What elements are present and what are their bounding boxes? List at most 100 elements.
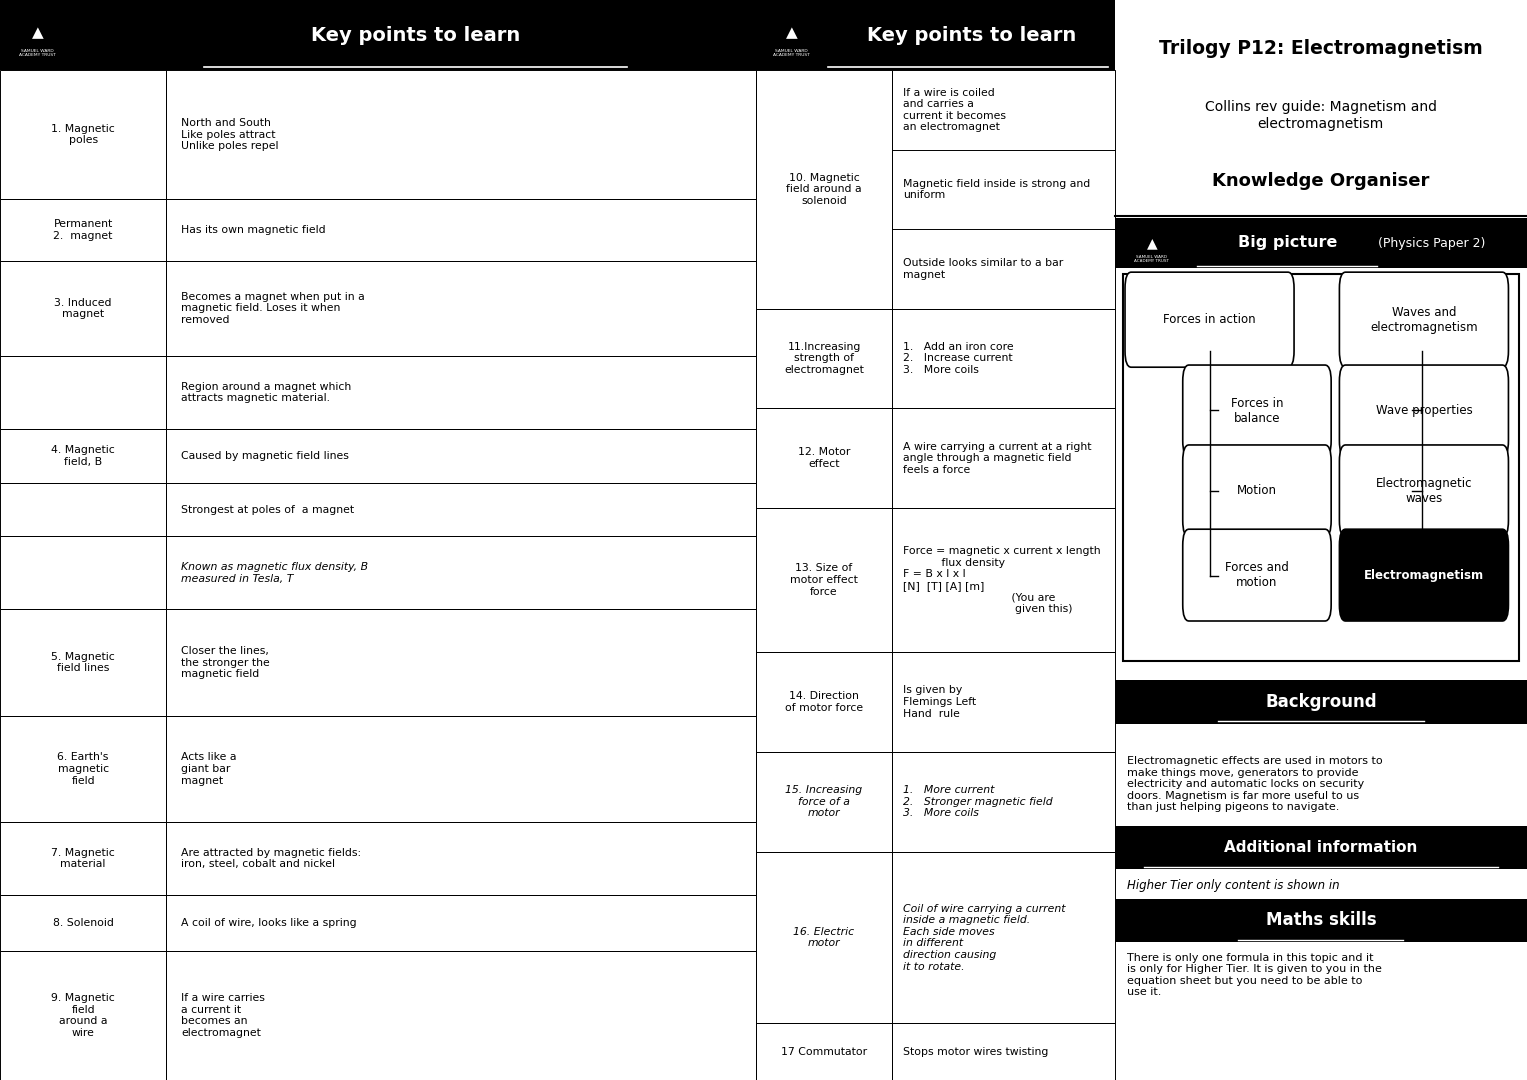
Bar	[0, 260, 166, 356]
Text: (Physics Paper 2): (Physics Paper 2)	[1379, 237, 1486, 249]
Text: Knowledge Organiser: Knowledge Organiser	[1212, 173, 1429, 190]
Text: Are attracted by magnetic fields:
iron, steel, cobalt and nickel: Are attracted by magnetic fields: iron, …	[182, 848, 362, 869]
Bar	[0, 895, 166, 951]
Text: 1.   More current
2.   Stronger magnetic field
3.   More coils: 1. More current 2. Stronger magnetic fie…	[902, 785, 1052, 819]
FancyBboxPatch shape	[1183, 365, 1332, 457]
Text: 9. Magnetic
field
around a
wire: 9. Magnetic field around a wire	[52, 994, 115, 1038]
Text: Region around a magnet which
attracts magnetic material.: Region around a magnet which attracts ma…	[182, 381, 351, 403]
Text: Wave properties: Wave properties	[1376, 404, 1472, 418]
Text: Maths skills: Maths skills	[1266, 912, 1376, 929]
Bar	[166, 895, 756, 951]
Bar	[1115, 680, 1527, 724]
Text: 10. Magnetic
field around a
solenoid: 10. Magnetic field around a solenoid	[786, 173, 861, 206]
Text: Stops motor wires twisting: Stops motor wires twisting	[902, 1047, 1049, 1056]
Text: Forces in
balance: Forces in balance	[1231, 397, 1283, 424]
Bar	[166, 609, 756, 716]
Bar	[756, 652, 892, 752]
Bar	[166, 483, 756, 537]
Text: Waves and
electromagnetism: Waves and electromagnetism	[1370, 306, 1478, 334]
Bar	[0, 609, 166, 716]
Text: 5. Magnetic
field lines: 5. Magnetic field lines	[52, 651, 115, 673]
Bar	[0, 537, 166, 609]
Bar	[756, 752, 892, 852]
Text: Becomes a magnet when put in a
magnetic field. Loses it when
removed: Becomes a magnet when put in a magnetic …	[182, 292, 365, 325]
Text: 1.   Add an iron core
2.   Increase current
3.   More coils: 1. Add an iron core 2. Increase current …	[902, 341, 1014, 375]
Text: Higher Tier only content is shown in: Higher Tier only content is shown in	[1127, 879, 1339, 892]
Text: Force = magnetic x current x length
           flux density
F = B x l x l
[N]  [: Force = magnetic x current x length flux…	[902, 546, 1101, 615]
Text: Motion: Motion	[1237, 484, 1277, 498]
Text: SAMUEL WARD
ACADEMY TRUST: SAMUEL WARD ACADEMY TRUST	[20, 49, 56, 57]
Text: If a wire carries
a current it
becomes an
electromagnet: If a wire carries a current it becomes a…	[182, 994, 266, 1038]
FancyBboxPatch shape	[1339, 365, 1509, 457]
Text: 8. Solenoid: 8. Solenoid	[53, 918, 113, 928]
Bar	[166, 260, 756, 356]
Text: Permanent
2.  magnet: Permanent 2. magnet	[53, 219, 113, 241]
Text: 16. Electric
motor: 16. Electric motor	[794, 927, 855, 948]
Text: Forces in action: Forces in action	[1164, 313, 1255, 326]
Text: 1. Magnetic
poles: 1. Magnetic poles	[52, 124, 115, 146]
Bar	[0, 951, 166, 1080]
FancyBboxPatch shape	[1183, 445, 1332, 537]
Text: Background: Background	[1264, 693, 1377, 711]
Text: SAMUEL WARD
ACADEMY TRUST: SAMUEL WARD ACADEMY TRUST	[773, 49, 811, 57]
Text: Known as magnetic flux density, B
measured in Tesla, T: Known as magnetic flux density, B measur…	[182, 562, 368, 583]
Bar	[166, 537, 756, 609]
Bar	[166, 199, 756, 260]
Bar	[756, 508, 892, 652]
Bar	[1115, 826, 1527, 869]
Bar	[756, 0, 1115, 70]
Text: Key points to learn: Key points to learn	[866, 26, 1077, 45]
Text: Closer the lines,
the stronger the
magnetic field: Closer the lines, the stronger the magne…	[182, 646, 270, 679]
Text: Trilogy P12: Electromagnetism: Trilogy P12: Electromagnetism	[1159, 39, 1483, 58]
Text: Forces and
motion: Forces and motion	[1225, 562, 1289, 589]
FancyBboxPatch shape	[1339, 272, 1509, 367]
Bar	[166, 822, 756, 895]
Text: Acts like a
giant bar
magnet: Acts like a giant bar magnet	[182, 753, 237, 785]
Bar	[1122, 274, 1519, 661]
Bar	[166, 716, 756, 822]
Text: A coil of wire, looks like a spring: A coil of wire, looks like a spring	[182, 918, 357, 928]
Text: There is only one formula in this topic and it
is only for Higher Tier. It is gi: There is only one formula in this topic …	[1127, 953, 1382, 997]
Text: Is given by
Flemings Left
Hand  rule: Is given by Flemings Left Hand rule	[902, 686, 976, 718]
Text: Collins rev guide: Magnetism and
electromagnetism: Collins rev guide: Magnetism and electro…	[1205, 100, 1437, 131]
Text: 17 Commutator: 17 Commutator	[780, 1047, 867, 1056]
Text: Strongest at poles of  a magnet: Strongest at poles of a magnet	[182, 504, 354, 514]
Text: 7. Magnetic
material: 7. Magnetic material	[52, 848, 115, 869]
Text: 14. Direction
of motor force: 14. Direction of motor force	[785, 691, 863, 713]
Bar	[892, 309, 1115, 408]
Bar	[0, 429, 166, 483]
Bar	[756, 309, 892, 408]
Bar	[166, 356, 756, 429]
Text: SAMUEL WARD
ACADEMY TRUST: SAMUEL WARD ACADEMY TRUST	[1135, 255, 1170, 264]
Text: Electromagnetic effects are used in motors to
make things move, generators to pr: Electromagnetic effects are used in moto…	[1127, 756, 1383, 812]
FancyBboxPatch shape	[1339, 529, 1509, 621]
Text: A wire carrying a current at a right
angle through a magnetic field
feels a forc: A wire carrying a current at a right ang…	[902, 442, 1092, 475]
Text: ▲: ▲	[1147, 237, 1157, 249]
Bar	[756, 70, 892, 309]
Bar	[756, 852, 892, 1024]
Text: 11.Increasing
strength of
electromagnet: 11.Increasing strength of electromagnet	[783, 341, 864, 375]
Text: Electromagnetic
waves: Electromagnetic waves	[1376, 477, 1472, 504]
Text: Outside looks similar to a bar
magnet: Outside looks similar to a bar magnet	[902, 258, 1063, 280]
Text: Has its own magnetic field: Has its own magnetic field	[182, 225, 327, 235]
Bar	[756, 1024, 892, 1080]
Bar	[0, 483, 166, 537]
Bar	[0, 70, 166, 199]
Text: Electromagnetism: Electromagnetism	[1364, 568, 1484, 582]
Text: Magnetic field inside is strong and
uniform: Magnetic field inside is strong and unif…	[902, 178, 1090, 200]
Text: North and South
Like poles attract
Unlike poles repel: North and South Like poles attract Unlik…	[182, 118, 279, 151]
Bar	[1115, 218, 1527, 268]
Text: 3. Induced
magnet: 3. Induced magnet	[55, 298, 111, 320]
Text: Big picture: Big picture	[1238, 235, 1338, 251]
FancyBboxPatch shape	[1183, 529, 1332, 621]
Bar	[0, 356, 166, 429]
Bar	[892, 70, 1115, 309]
Text: ▲: ▲	[786, 25, 797, 40]
Text: 15. Increasing
force of a
motor: 15. Increasing force of a motor	[785, 785, 863, 819]
Text: 13. Size of
motor effect
force: 13. Size of motor effect force	[789, 564, 858, 596]
Bar	[892, 1024, 1115, 1080]
Bar	[1115, 899, 1527, 942]
Bar	[756, 408, 892, 508]
Bar	[0, 716, 166, 822]
Text: Additional information: Additional information	[1225, 840, 1417, 855]
